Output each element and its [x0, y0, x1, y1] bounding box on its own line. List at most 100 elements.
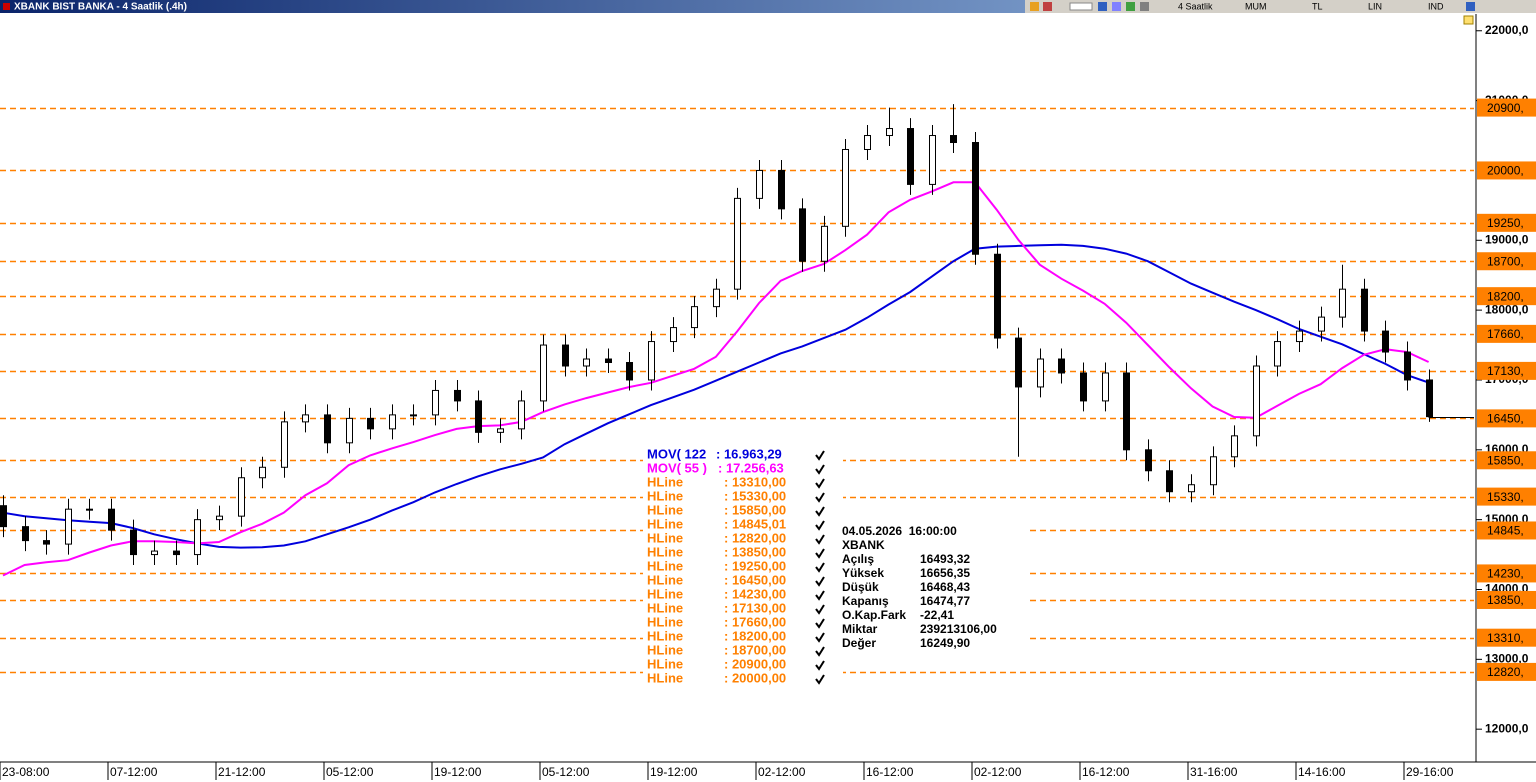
candle-body — [1037, 358, 1044, 388]
legend-name: HLine — [647, 558, 683, 573]
candle-body — [65, 508, 72, 545]
candle-body — [259, 466, 266, 479]
hline-axis-box — [1477, 361, 1536, 380]
toolbar-button[interactable]: 4 Saatlik — [1178, 1, 1213, 11]
info-value: 16249,90 — [920, 636, 970, 650]
info-label: O.Kap.Fark — [842, 608, 906, 622]
candle-body — [670, 327, 677, 343]
legend-value: : 18200,00 — [724, 628, 786, 643]
toolbar-button[interactable]: MUM — [1245, 1, 1267, 11]
check-icon — [815, 478, 825, 489]
toolbar-button[interactable]: TL — [1312, 1, 1323, 11]
legend-value: : 19250,00 — [724, 558, 786, 573]
toolbar-button[interactable]: LIN — [1368, 1, 1382, 11]
x-tick-label: 19-12:00 — [434, 765, 482, 779]
candle-body — [1382, 330, 1389, 353]
hline-axis-label: 14230, — [1487, 567, 1524, 581]
hline-axis-box — [1477, 487, 1536, 506]
check-icon — [815, 464, 825, 475]
candle-body — [648, 341, 655, 381]
candle-body — [389, 414, 396, 430]
info-value: 16468,43 — [920, 580, 970, 594]
hline-axis-label: 18700, — [1487, 254, 1524, 268]
legend-name: HLine — [647, 670, 683, 685]
candle-body — [842, 148, 849, 227]
candle-body — [1145, 449, 1152, 472]
legend-value: : 15850,00 — [724, 502, 786, 517]
legend-name: HLine — [647, 586, 683, 601]
candle-body — [108, 508, 115, 531]
candle-body — [778, 169, 785, 210]
info-value: 16493,32 — [920, 552, 970, 566]
tool-icon[interactable] — [1030, 2, 1039, 11]
info-label: Değer — [842, 636, 876, 650]
check-icon — [815, 520, 825, 531]
check-icon — [815, 506, 825, 517]
info-label: Düşük — [842, 580, 879, 594]
candle-body — [367, 417, 374, 430]
legend-name: HLine — [647, 614, 683, 629]
moving-average-line — [2, 181, 1430, 577]
candle-body — [540, 344, 547, 402]
x-tick-label: 19-12:00 — [650, 765, 698, 779]
candle-body — [1015, 337, 1022, 388]
legend-value: : 14230,00 — [724, 586, 786, 601]
hline-axis-box — [1477, 324, 1536, 343]
y-tick-label: 13000,0 — [1485, 652, 1529, 666]
tool-icon[interactable] — [1069, 2, 1093, 11]
candle-body — [1231, 435, 1238, 458]
toolbar — [1025, 0, 1536, 13]
legend-value: : 13850,00 — [724, 544, 786, 559]
info-symbol: XBANK — [842, 538, 885, 552]
legend-name: HLine — [647, 488, 683, 503]
candle-body — [1404, 351, 1411, 381]
tool-icon[interactable] — [1126, 2, 1135, 11]
hline-axis-label: 14845, — [1487, 524, 1524, 538]
candle-body — [691, 306, 698, 329]
hline-axis-label: 20900, — [1487, 101, 1524, 115]
candle-body — [151, 550, 158, 556]
candle-body — [454, 389, 461, 402]
legend-value: : 15330,00 — [724, 488, 786, 503]
candle-body — [713, 288, 720, 308]
close-icon[interactable] — [3, 3, 10, 10]
hline-axis-box — [1477, 287, 1536, 306]
window-title: XBANK BIST BANKA - 4 Saatlik (.4h) — [14, 2, 187, 13]
notes-icon[interactable] — [1463, 15, 1474, 25]
x-tick-label: 23-08:00 — [2, 765, 50, 779]
candle-body — [799, 208, 806, 262]
candle-body — [1296, 330, 1303, 343]
x-tick-label: 02-12:00 — [758, 765, 806, 779]
tool-icon[interactable] — [1098, 2, 1107, 11]
tool-icon[interactable] — [1466, 2, 1475, 11]
legend-name: HLine — [647, 628, 683, 643]
info-value: 16656,35 — [920, 566, 970, 580]
tool-icon[interactable] — [1140, 2, 1149, 11]
hline-axis-label: 17130, — [1487, 364, 1524, 378]
tool-icon[interactable] — [1112, 2, 1121, 11]
candle-body — [864, 135, 871, 150]
check-icon — [815, 450, 825, 461]
candle-body — [281, 421, 288, 468]
candle-body — [410, 414, 417, 417]
toolbar-button[interactable]: IND — [1428, 1, 1444, 11]
candle-body — [950, 135, 957, 144]
candle-body — [432, 389, 439, 416]
candle-body — [1426, 379, 1433, 418]
candle-body — [1210, 456, 1217, 486]
tool-icon[interactable] — [1043, 2, 1052, 11]
x-tick-label: 07-12:00 — [110, 765, 158, 779]
candle-body — [756, 169, 763, 199]
candle-body — [562, 344, 569, 367]
x-tick-label: 16-12:00 — [866, 765, 914, 779]
check-icon — [815, 492, 825, 503]
hline-axis-box — [1477, 521, 1536, 540]
hline-axis-box — [1477, 564, 1536, 583]
info-datetime: 04.05.2026 16:00:00 — [842, 524, 957, 538]
candle-body — [216, 515, 223, 521]
info-value: 239213106,00 — [920, 622, 997, 636]
legend-value: : 16.963,29 — [716, 446, 782, 461]
legend-background — [643, 447, 843, 687]
candle-body — [302, 414, 309, 423]
